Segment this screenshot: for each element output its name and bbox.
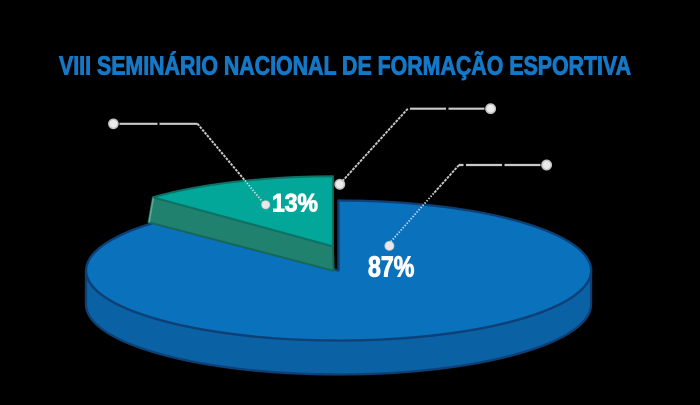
svg-text:13%: 13%: [272, 189, 318, 217]
svg-text:VIII SEMINÁRIO NACIONAL DE FOR: VIII SEMINÁRIO NACIONAL DE FORMAÇÃO ESPO…: [59, 51, 631, 81]
svg-text:87%: 87%: [368, 251, 414, 283]
